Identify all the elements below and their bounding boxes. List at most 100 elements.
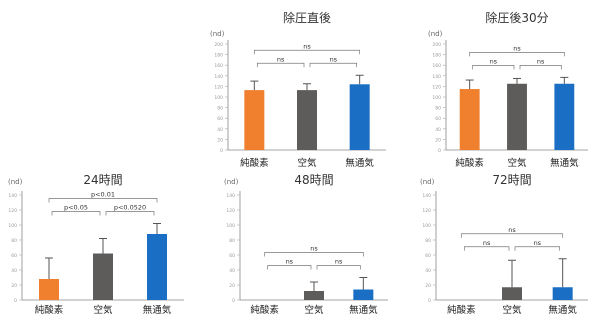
category-label: 無通気 <box>550 157 579 169</box>
chart-title: 除圧直後 <box>283 10 331 25</box>
significance-bracket <box>316 265 361 270</box>
y-tick-label: 80 <box>425 238 431 244</box>
significance-label: ns <box>534 239 542 247</box>
y-tick-label: 180 <box>432 53 441 59</box>
significance-label: ns <box>537 57 545 65</box>
y-tick-label: 60 <box>435 116 441 122</box>
unit-label: (nd) <box>8 178 23 186</box>
y-tick-label: 20 <box>217 137 223 143</box>
chart-title: 48時間 <box>294 173 333 187</box>
bar <box>353 289 374 300</box>
category-label: 純酸素 <box>35 304 64 316</box>
y-tick-label: 80 <box>229 238 235 244</box>
significance-bracket <box>460 233 564 238</box>
bar <box>304 291 324 300</box>
bar <box>349 84 370 150</box>
y-tick-label: 120 <box>422 208 431 214</box>
significance-bracket <box>519 65 562 70</box>
significance-bracket <box>253 49 361 55</box>
y-tick-label: 100 <box>214 95 223 101</box>
y-tick-label: 40 <box>435 127 441 133</box>
category-label: 無通気 <box>143 304 172 316</box>
significance-label: p<0.01 <box>91 191 115 199</box>
y-tick-label: 80 <box>217 106 223 112</box>
category-label: 純酸素 <box>447 304 476 316</box>
significance-bracket <box>309 62 358 68</box>
y-tick-label: 0 <box>14 298 17 304</box>
category-label: 無通気 <box>349 304 378 316</box>
y-tick-label: 20 <box>229 283 235 289</box>
y-tick-label: 120 <box>214 84 223 90</box>
bar <box>147 234 167 300</box>
significance-label: ns <box>277 55 285 63</box>
y-tick-label: 60 <box>11 253 17 259</box>
significance-bracket <box>514 246 561 251</box>
y-tick-label: 100 <box>8 223 17 229</box>
chart-title: 24時間 <box>83 173 122 187</box>
y-tick-label: 40 <box>425 268 431 274</box>
bar <box>459 89 480 150</box>
y-tick-label: 140 <box>432 74 441 80</box>
category-label: 純酸素 <box>250 304 279 316</box>
y-tick-label: 80 <box>435 106 441 112</box>
unit-label: (nd) <box>210 30 225 38</box>
chart-panel-2: 24時間 (nd) 0 20 40 60 80 100 120 140 純酸素 空気 無通気 p<0.05… <box>8 173 184 316</box>
y-tick-label: 120 <box>226 208 235 214</box>
y-tick-label: 160 <box>432 63 441 69</box>
y-tick-label: 100 <box>432 95 441 101</box>
category-label: 純酸素 <box>455 157 484 169</box>
significance-label: p<0.05 <box>64 204 88 212</box>
significance-label: ns <box>483 239 491 247</box>
bar <box>507 83 527 150</box>
bar <box>554 83 575 150</box>
unit-label: (nd) <box>420 178 435 186</box>
significance-label: ns <box>310 245 318 253</box>
y-tick-label: 20 <box>11 283 17 289</box>
y-tick-label: 140 <box>226 193 235 199</box>
bar <box>93 253 113 300</box>
significance-bracket <box>51 211 101 216</box>
significance-bracket <box>48 198 158 203</box>
chart-title: 72時間 <box>492 173 531 187</box>
category-label: 無通気 <box>345 157 374 169</box>
unit-label: (nd) <box>224 178 239 186</box>
y-tick-label: 0 <box>232 298 235 304</box>
category-label: 無通気 <box>548 304 577 316</box>
significance-label: ns <box>286 258 294 266</box>
bar <box>39 279 59 300</box>
significance-label: ns <box>303 42 311 50</box>
category-label: 空気 <box>93 304 113 316</box>
y-tick-label: 20 <box>425 283 431 289</box>
y-tick-label: 100 <box>422 223 431 229</box>
significance-label: p<0.0520 <box>114 204 146 212</box>
significance-bracket <box>463 246 510 251</box>
significance-bracket <box>472 65 515 70</box>
y-tick-label: 140 <box>422 193 431 199</box>
significance-label: ns <box>330 55 338 63</box>
chart-panel-0: 除圧直後 (nd) 0 20 40 60 80 100 120 140 160 180 200 純酸素 空気… <box>210 10 386 169</box>
y-tick-label: 0 <box>428 298 431 304</box>
significance-label: ns <box>335 258 343 266</box>
bar <box>244 90 265 150</box>
category-label: 空気 <box>507 157 527 169</box>
bar <box>297 90 317 150</box>
significance-bracket <box>267 265 312 270</box>
y-tick-label: 40 <box>11 268 17 274</box>
category-label: 空気 <box>304 304 324 316</box>
y-tick-label: 140 <box>8 193 17 199</box>
y-tick-label: 120 <box>8 208 17 214</box>
significance-label: ns <box>513 44 521 52</box>
y-tick-label: 180 <box>214 53 223 59</box>
y-tick-label: 20 <box>435 137 441 143</box>
category-label: 純酸素 <box>240 157 269 169</box>
significance-label: ns <box>508 226 516 234</box>
y-tick-label: 60 <box>425 253 431 259</box>
significance-bracket <box>469 52 565 57</box>
y-tick-label: 60 <box>229 253 235 259</box>
y-tick-label: 60 <box>217 116 223 122</box>
significance-bracket <box>256 62 305 68</box>
y-tick-label: 200 <box>432 42 441 48</box>
y-tick-label: 40 <box>229 268 235 274</box>
chart-panel-4: 72時間 (nd) 0 20 40 60 80 100 120 140 純酸素 空気 無通気 ns ns ns <box>420 173 588 316</box>
bar <box>502 287 522 300</box>
